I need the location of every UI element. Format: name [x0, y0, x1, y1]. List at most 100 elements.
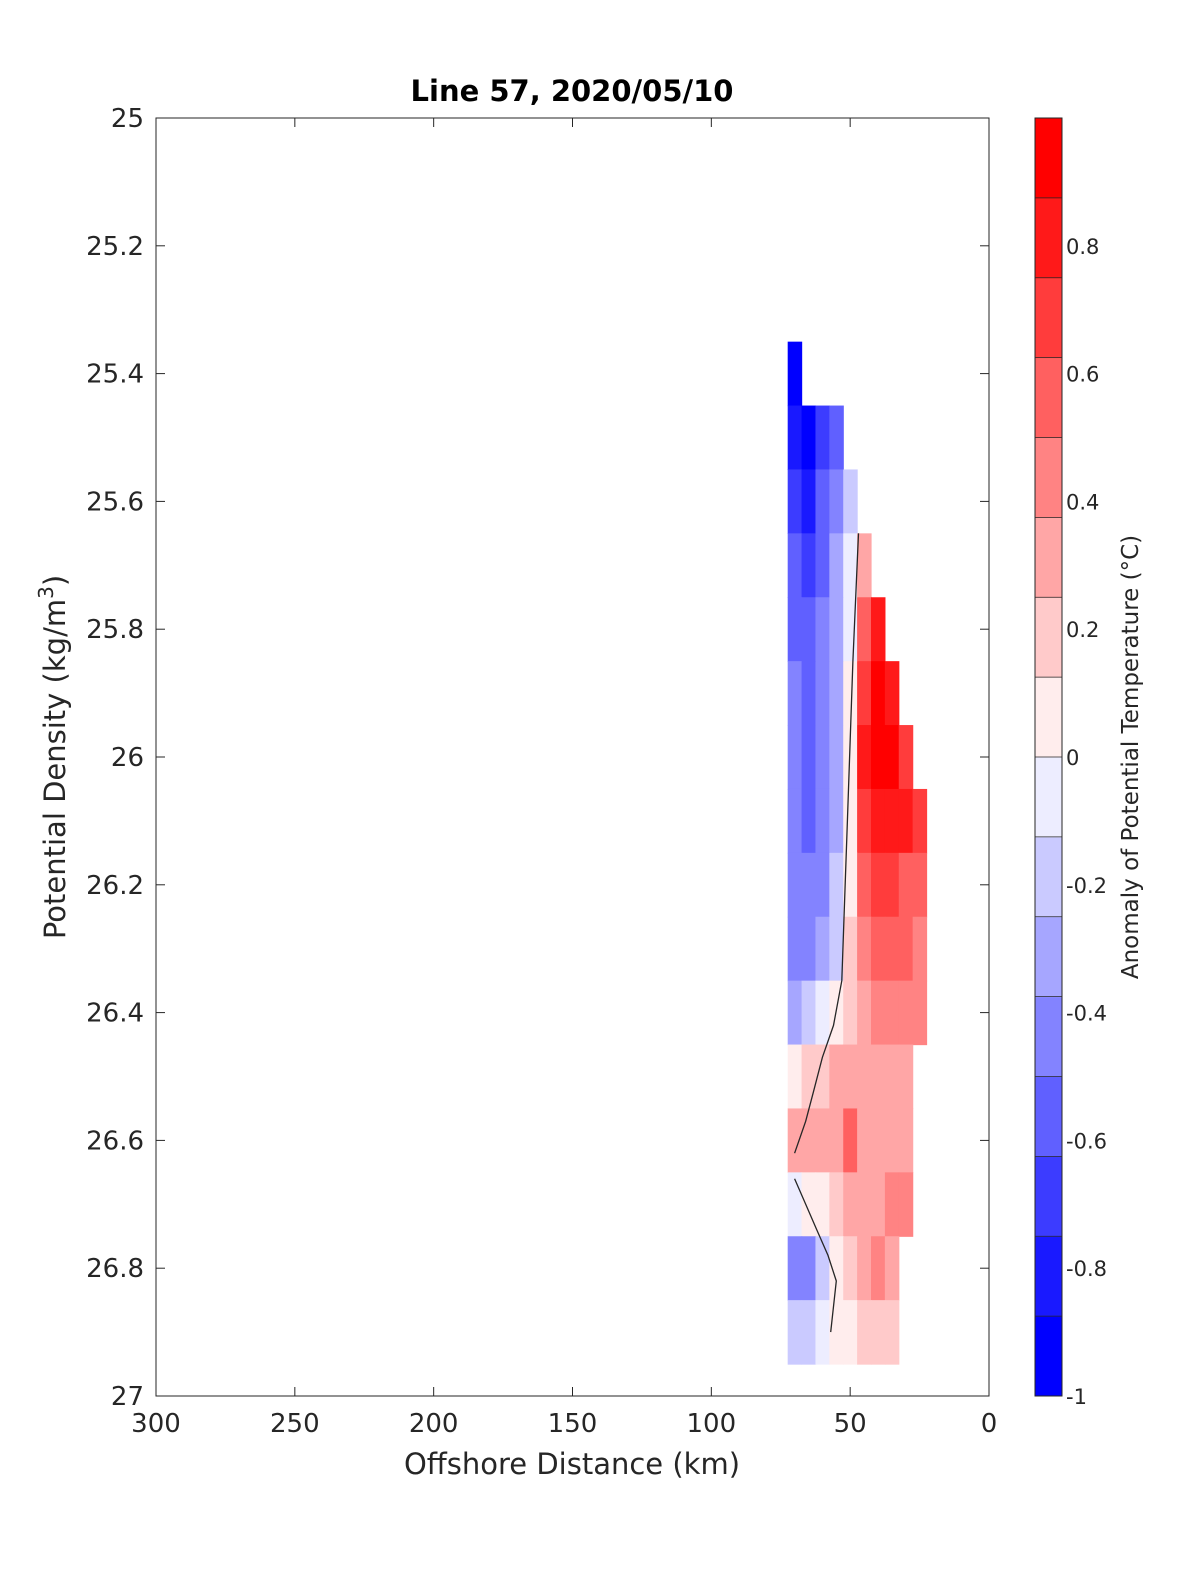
- heatmap-cell: [787, 852, 803, 918]
- heatmap-cell: [870, 725, 886, 790]
- heatmap-cell: [870, 1044, 886, 1110]
- heatmap-cell: [870, 980, 886, 1046]
- heatmap-cell: [801, 661, 817, 726]
- heatmap-cell: [843, 788, 858, 854]
- x-tick-label: 300: [131, 1409, 181, 1439]
- heatmap-cell: [870, 788, 886, 854]
- heatmap-cell: [801, 980, 817, 1046]
- colorbar-swatch: [1035, 836, 1062, 918]
- heatmap-cell: [857, 1300, 872, 1365]
- heatmap-cell: [829, 405, 844, 471]
- heatmap-cell: [843, 469, 858, 534]
- colorbar-swatch: [1035, 357, 1062, 438]
- y-tick-label: 26.2: [86, 871, 144, 901]
- heatmap-cell: [829, 725, 844, 790]
- colorbar-swatch: [1035, 1236, 1062, 1317]
- heatmap-cell: [815, 788, 830, 854]
- colorbar-title: Anomaly of Potential Temperature (°C): [1118, 535, 1144, 979]
- heatmap-cell: [787, 341, 803, 407]
- heatmap-cell: [787, 469, 803, 534]
- y-axis-title-superscript: 3: [34, 586, 58, 599]
- heatmap-cell: [884, 1044, 900, 1110]
- heatmap-cell: [843, 980, 858, 1046]
- colorbar-tick-label: 0: [1066, 746, 1079, 770]
- colorbar-swatch: [1035, 916, 1062, 998]
- heatmap-cell: [870, 1300, 886, 1365]
- heatmap-cell: [843, 1044, 858, 1110]
- colorbar-tick-label: -1: [1066, 1385, 1087, 1409]
- heatmap-cell: [870, 1108, 886, 1173]
- heatmap-cell: [801, 469, 817, 534]
- heatmap-cell: [884, 852, 900, 918]
- heatmap-cell: [857, 597, 872, 662]
- heatmap-cell: [870, 916, 886, 982]
- heatmap-cell: [857, 725, 872, 790]
- heatmap-cell: [829, 980, 844, 1046]
- heatmap-cell: [801, 852, 817, 918]
- heatmap-cell: [787, 1108, 803, 1173]
- heatmap-cell: [884, 1236, 900, 1301]
- heatmap-cell: [815, 1300, 830, 1365]
- y-tick-label: 26: [111, 743, 144, 773]
- chart-title: Line 57, 2020/05/10: [411, 74, 734, 108]
- heatmap-cell: [829, 1300, 844, 1365]
- x-axis: 300 250 200 150 100 50 0: [131, 118, 997, 1439]
- heatmap-cell: [857, 1044, 872, 1110]
- y-tick-label: 26.6: [86, 1126, 144, 1156]
- colorbar-frame: [1034, 117, 1063, 1397]
- heatmap-cell: [801, 1172, 817, 1237]
- heatmap-cell: [884, 980, 900, 1046]
- heatmap-cell: [801, 788, 817, 854]
- heatmap-cell: [829, 533, 844, 598]
- y-tick-label: 25.6: [86, 487, 144, 517]
- y-tick-label: 26.4: [86, 999, 144, 1029]
- heatmap-cell: [843, 852, 858, 918]
- heatmap-cell: [857, 1172, 872, 1237]
- heatmap-cell: [912, 980, 928, 1046]
- heatmap-cell: [787, 1236, 803, 1301]
- heatmap-cell: [787, 533, 803, 598]
- heatmap-cell: [815, 1044, 830, 1110]
- heatmap-cell: [912, 852, 928, 918]
- colorbar-tick-label: -0.6: [1066, 1129, 1107, 1153]
- zero-contour-line: [794, 1178, 837, 1333]
- heatmap-cell: [898, 1044, 914, 1110]
- heatmap-cell: [787, 1044, 803, 1110]
- x-tick-label: 100: [687, 1409, 737, 1439]
- heatmap-cell: [884, 661, 900, 726]
- colorbar-tick-label: 0.4: [1066, 490, 1099, 514]
- colorbar-swatch: [1035, 277, 1062, 359]
- heatmap-cell: [787, 980, 803, 1046]
- heatmap-cell: [912, 788, 928, 854]
- heatmap-cell: [912, 916, 928, 982]
- heatmap-cell: [829, 916, 844, 982]
- heatmap-cell: [787, 1172, 803, 1237]
- heatmap-cell: [843, 725, 858, 790]
- heatmap-cell: [898, 980, 914, 1046]
- colorbar-swatch: [1035, 437, 1062, 518]
- heatmap-cell: [884, 916, 900, 982]
- heatmap-cell: [870, 1236, 886, 1301]
- x-tick-label: 200: [409, 1409, 459, 1439]
- heatmap-cell: [801, 1236, 817, 1301]
- heatmap-cell: [815, 1236, 830, 1301]
- x-tick-label: 250: [270, 1409, 320, 1439]
- colorbar-swatch: [1035, 197, 1062, 279]
- colorbar-tick-label: -0.2: [1066, 874, 1107, 898]
- y-tick-label: 27: [111, 1382, 144, 1412]
- colorbar-swatch: [1035, 757, 1062, 838]
- heatmap-cell: [898, 725, 914, 790]
- heatmap-cell: [857, 1236, 872, 1301]
- heatmap-cell: [815, 1172, 830, 1237]
- heatmap-cell: [884, 788, 900, 854]
- heatmap-cell: [801, 725, 817, 790]
- heatmap-cell: [829, 1236, 844, 1301]
- heatmap-cell: [815, 852, 830, 918]
- heatmap-cell: [829, 1108, 844, 1173]
- y-axis-title-end: ): [38, 575, 72, 586]
- heatmap-cell: [815, 597, 830, 662]
- heatmap-cell: [857, 980, 872, 1046]
- heatmap-cell: [815, 533, 830, 598]
- zero-contour-line: [793, 533, 860, 1154]
